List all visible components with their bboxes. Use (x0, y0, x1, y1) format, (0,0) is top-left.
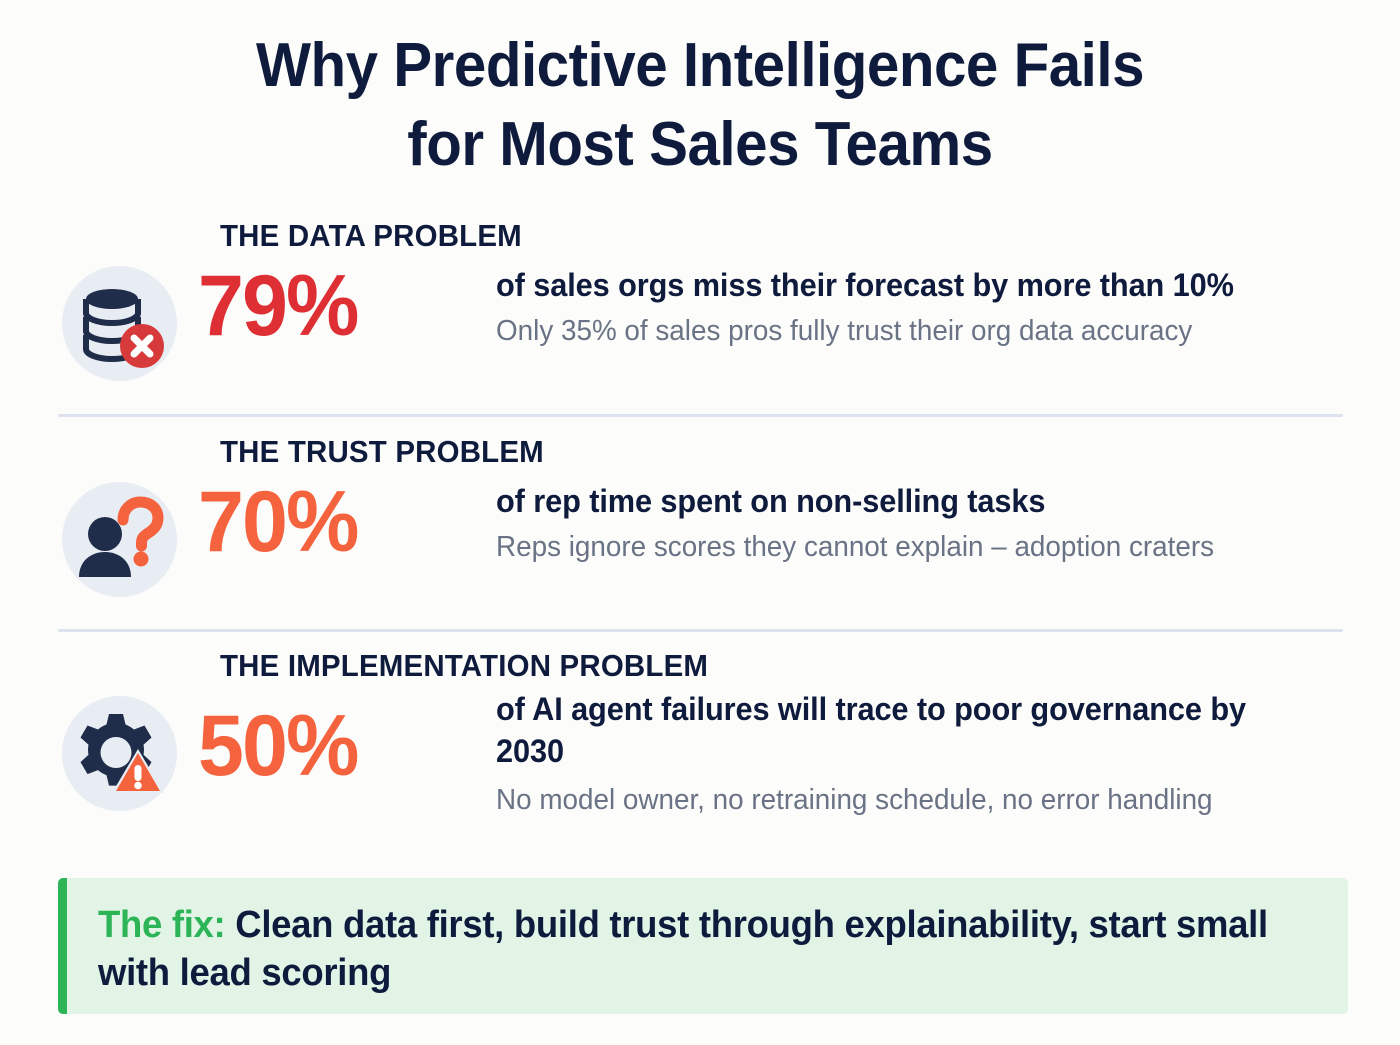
section-implementation-problem: THE IMPLEMENTATION PROBLEM 50% of AI age… (58, 648, 1348, 853)
section-header-trust-problem: THE TRUST PROBLEM (220, 434, 544, 469)
stat-subtext-data-problem: Only 35% of sales pros fully trust their… (496, 315, 1193, 348)
stat-text-trust-problem: of rep time spent on non-selling tasks R… (496, 480, 1348, 567)
stat-headline-data-problem: of sales orgs miss their forecast by mor… (496, 267, 1234, 303)
section-data-problem: THE DATA PROBLEM 79% of sales (58, 218, 1348, 398)
page-title: Why Predictive Intelligence Fails for Mo… (42, 26, 1358, 185)
stat-text-implementation-problem: of AI agent failures will trace to poor … (496, 688, 1348, 820)
section-divider-1 (58, 414, 1343, 417)
fix-callout: The fix: Clean data first, build trust t… (58, 878, 1348, 1014)
section-header-data-problem: THE DATA PROBLEM (220, 218, 522, 253)
icon-wrap-trust-problem (58, 482, 178, 602)
stat-percent-data-problem: 79% (198, 258, 359, 354)
fix-callout-accent-bar (58, 878, 67, 1014)
fix-body: Clean data first, build trust through ex… (98, 904, 1268, 995)
section-divider-2 (58, 629, 1343, 632)
stat-percent-implementation-problem: 50% (198, 698, 359, 794)
icon-wrap-implementation-problem (58, 696, 178, 816)
stat-headline-trust-problem: of rep time spent on non-selling tasks (496, 483, 1046, 519)
stat-percent-trust-problem: 70% (198, 474, 359, 570)
fix-label: The fix: (98, 904, 226, 946)
stat-subtext-trust-problem: Reps ignore scores they cannot explain –… (496, 531, 1215, 564)
section-trust-problem: THE TRUST PROBLEM 70% of rep time spent … (58, 434, 1348, 614)
section-header-implementation-problem: THE IMPLEMENTATION PROBLEM (220, 648, 709, 683)
fix-callout-text: The fix: Clean data first, build trust t… (98, 901, 1273, 998)
database-error-icon (83, 289, 164, 368)
stat-headline-implementation-problem: of AI agent failures will trace to poor … (496, 691, 1246, 770)
person-question-icon (79, 496, 164, 577)
stat-subtext-implementation-problem: No model owner, no retraining schedule, … (496, 784, 1213, 817)
page-title-line-2: for Most Sales Teams (407, 110, 993, 180)
gear-warning-icon (80, 714, 164, 793)
stat-text-data-problem: of sales orgs miss their forecast by mor… (496, 264, 1348, 351)
page-title-line-1: Why Predictive Intelligence Fails (255, 31, 1145, 100)
icon-wrap-data-problem (58, 266, 178, 386)
